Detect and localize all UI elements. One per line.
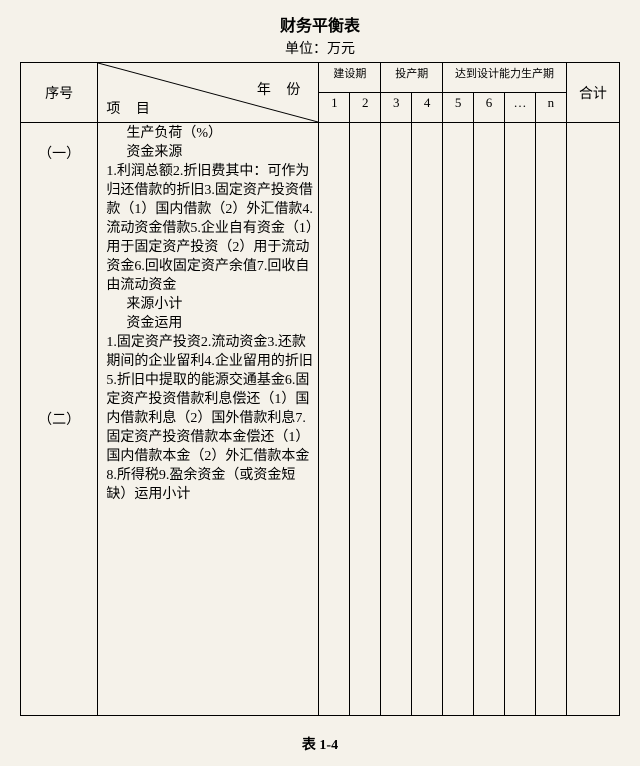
year-col-6: 6 bbox=[474, 93, 505, 123]
data-cell bbox=[443, 123, 474, 716]
data-cell bbox=[381, 123, 412, 716]
row-item: 6.回收固定资产余值 bbox=[134, 259, 257, 274]
seq-marker: （二） bbox=[21, 411, 97, 430]
row-item: 5.企业自有资金 bbox=[190, 221, 285, 236]
balance-table: 序号 年 份 项 目 建设期 投产期 达到设计能力生产期 合计 1 2 3 4 … bbox=[20, 62, 620, 716]
year-col-3: 3 bbox=[381, 93, 412, 123]
period-construction: 建设期 bbox=[319, 63, 381, 93]
unit-label: 单位：万元 bbox=[12, 38, 628, 58]
year-col-dots: … bbox=[505, 93, 536, 123]
table-body: （一）（二）生产负荷（%）资金来源1.利润总额2.折旧费其中：可作为归还借款的折… bbox=[21, 123, 620, 716]
row-item: （2）外汇借款本金 bbox=[190, 449, 309, 464]
row-item: 来源小计 bbox=[106, 295, 314, 314]
row-item: 生产负荷（%） bbox=[106, 124, 314, 143]
row-item: （1）国内借款 bbox=[120, 202, 211, 217]
data-cell bbox=[505, 123, 536, 716]
header-total: 合计 bbox=[566, 63, 619, 123]
data-cell bbox=[412, 123, 443, 716]
row-item: 8.所得税 bbox=[106, 468, 159, 483]
row-item: 1.利润总额 bbox=[106, 164, 173, 179]
data-cell bbox=[350, 123, 381, 716]
table-header: 序号 年 份 项 目 建设期 投产期 达到设计能力生产期 合计 1 2 3 4 … bbox=[21, 63, 620, 123]
seq-column: （一） （二） bbox=[21, 123, 98, 716]
period-capacity: 达到设计能力生产期 bbox=[443, 63, 567, 93]
row-item: 2.折旧费 bbox=[173, 164, 226, 179]
row-item: （2）外汇借款 bbox=[211, 202, 302, 217]
row-item: 2.流动资金 bbox=[201, 335, 268, 350]
table-footer: 表 1-4 bbox=[12, 734, 628, 754]
period-production: 投产期 bbox=[381, 63, 443, 93]
year-col-5: 5 bbox=[443, 93, 474, 123]
year-col-4: 4 bbox=[412, 93, 443, 123]
row-item: 4.企业留用的折旧 bbox=[204, 354, 313, 369]
data-cell bbox=[535, 123, 566, 716]
data-cell bbox=[319, 123, 350, 716]
row-item: 1.固定资产投资 bbox=[106, 335, 201, 350]
header-item-year: 年 份 项 目 bbox=[98, 63, 319, 123]
year-col-1: 1 bbox=[319, 93, 350, 123]
header-year-label: 年 份 bbox=[257, 79, 307, 99]
row-item: 5.折旧中提取的能源交通基金 bbox=[106, 373, 285, 388]
header-project-label: 项 目 bbox=[106, 98, 156, 118]
row-item: 资金运用 bbox=[106, 314, 314, 333]
row-item: （2）国外借款利息 bbox=[176, 411, 295, 426]
total-cell bbox=[566, 123, 619, 716]
data-cell bbox=[474, 123, 505, 716]
row-item: 运用小计 bbox=[134, 487, 190, 502]
seq-marker: （一） bbox=[21, 145, 97, 164]
row-item: 资金来源 bbox=[106, 143, 314, 162]
header-seq: 序号 bbox=[21, 63, 98, 123]
year-col-n: n bbox=[535, 93, 566, 123]
item-column: 生产负荷（%）资金来源1.利润总额2.折旧费其中：可作为归还借款的折旧3.固定资… bbox=[98, 123, 319, 716]
year-col-2: 2 bbox=[350, 93, 381, 123]
table-title: 财务平衡表 bbox=[12, 12, 628, 36]
